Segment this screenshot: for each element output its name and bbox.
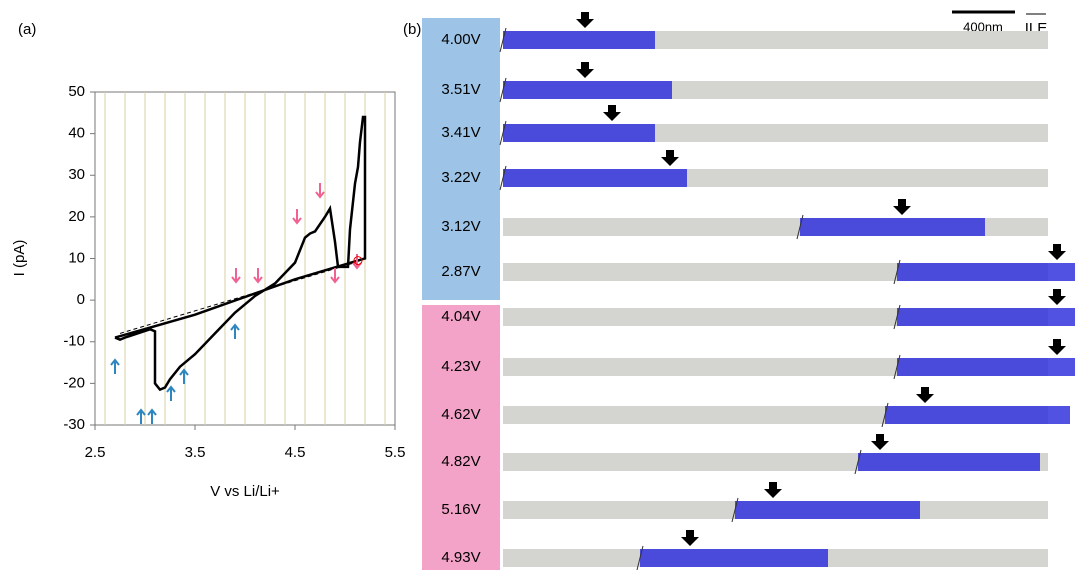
panel-label: (a) xyxy=(18,21,36,38)
front-edge xyxy=(893,259,901,285)
lithiated-region xyxy=(897,263,1075,281)
front-arrow xyxy=(893,199,911,215)
voltage-label: 4.00V xyxy=(441,31,480,48)
voltage-label: 4.93V xyxy=(441,549,480,566)
blue-arrow xyxy=(166,385,176,401)
front-arrow xyxy=(603,105,621,121)
lithiated-region xyxy=(503,31,655,49)
front-edge xyxy=(893,304,901,330)
front-edge xyxy=(499,77,507,103)
lithiated-region xyxy=(897,358,1075,376)
front-arrow xyxy=(661,150,679,166)
lithiated-region xyxy=(897,308,1075,326)
panel-label: (b) xyxy=(403,21,421,38)
lithiated-region xyxy=(503,124,655,142)
front-edge xyxy=(499,120,507,146)
y-tick-label: 10 xyxy=(68,249,85,266)
voltage-label: 3.51V xyxy=(441,81,480,98)
voltage-label: 2.87V xyxy=(441,263,480,280)
front-edge xyxy=(499,27,507,53)
voltage-label: 4.62V xyxy=(441,406,480,423)
scale-label: 400nm xyxy=(963,19,1003,34)
pink-arrow xyxy=(231,268,241,284)
pink-arrow xyxy=(292,209,302,225)
blue-arrow xyxy=(147,408,157,424)
front-edge xyxy=(731,497,739,523)
y-tick-label: 0 xyxy=(77,291,85,308)
y-tick-label: 20 xyxy=(68,208,85,225)
front-arrow xyxy=(1048,339,1066,355)
y-tick-label: 50 xyxy=(68,83,85,100)
x-tick-label: 2.5 xyxy=(85,444,106,461)
front-edge xyxy=(881,402,889,428)
voltage-label: 4.82V xyxy=(441,453,480,470)
discharge-label-bg xyxy=(422,305,500,570)
front-arrow xyxy=(1048,289,1066,305)
lithiated-region xyxy=(503,81,672,99)
front-arrow xyxy=(681,530,699,546)
charge-label-bg xyxy=(422,18,500,300)
lithiated-region xyxy=(800,218,985,236)
front-edge xyxy=(499,165,507,191)
voltage-label: 5.16V xyxy=(441,501,480,518)
line-series xyxy=(114,115,367,392)
voltage-label: 3.22V xyxy=(441,169,480,186)
blue-arrow xyxy=(136,408,146,424)
pink-arrow xyxy=(315,183,325,199)
marker xyxy=(353,256,363,266)
blue-arrow xyxy=(179,368,189,384)
front-edge xyxy=(893,354,901,380)
voltage-label: 3.41V xyxy=(441,124,480,141)
blue-arrow xyxy=(110,358,120,374)
lithiated-region xyxy=(885,406,1070,424)
y-tick-label: 30 xyxy=(68,166,85,183)
y-tick-label: 40 xyxy=(68,125,85,142)
lithiated-region xyxy=(735,501,920,519)
voltage-label: 4.04V xyxy=(441,308,480,325)
voltage-label: 3.12V xyxy=(441,218,480,235)
x-tick-label: 5.5 xyxy=(385,444,406,461)
y-axis-label: I (pA) xyxy=(11,240,28,277)
lithiated-region xyxy=(858,453,1040,471)
pink-arrow xyxy=(253,268,263,284)
front-arrow xyxy=(764,482,782,498)
front-edge xyxy=(636,545,644,570)
plot: -30 -20 -10 0 10 20 30 40 50 2.5 3.5 4.5 5.5 xyxy=(63,83,405,461)
front-arrow xyxy=(871,434,889,450)
x-axis-label: V vs Li/Li+ xyxy=(210,483,280,500)
blue-arrow xyxy=(230,323,240,339)
y-tick-label: -30 xyxy=(63,416,85,433)
front-arrow xyxy=(576,62,594,78)
x-tick-label: 3.5 xyxy=(185,444,206,461)
line-series xyxy=(119,262,356,334)
lithiated-region xyxy=(503,169,687,187)
voltage-label: 4.23V xyxy=(441,358,480,375)
x-tick-label: 4.5 xyxy=(285,444,306,461)
front-arrow xyxy=(916,387,934,403)
front-arrow xyxy=(576,12,594,28)
pink-arrow xyxy=(330,268,340,284)
front-arrow xyxy=(1048,244,1066,260)
lithiated-region xyxy=(640,549,828,567)
y-tick-label: -10 xyxy=(63,333,85,350)
y-tick-label: -20 xyxy=(63,374,85,391)
panel-b: (b) 400nm ILE 4.00V3.51V3.41V3.22V3.12V2… xyxy=(403,10,1075,570)
front-edge xyxy=(854,449,862,475)
front-edge xyxy=(796,214,804,240)
